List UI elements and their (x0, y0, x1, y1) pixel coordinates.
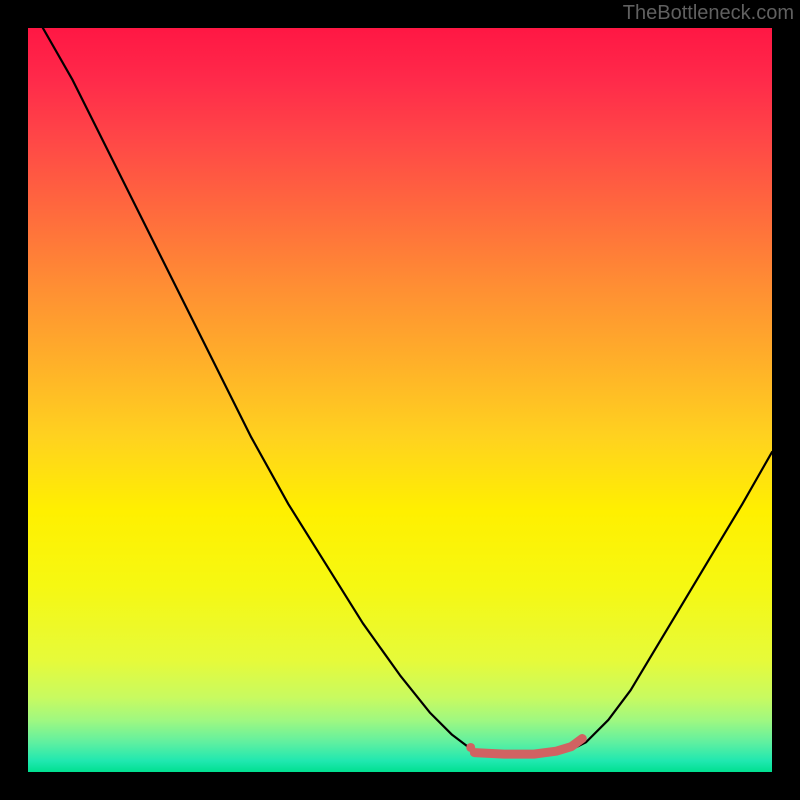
plot-svg (28, 28, 772, 772)
start-marker (466, 743, 475, 752)
optimal-range-segment (474, 739, 582, 755)
chart-container: TheBottleneck.com (0, 0, 800, 800)
watermark-text: TheBottleneck.com (623, 2, 794, 25)
bottleneck-curve (43, 28, 772, 753)
